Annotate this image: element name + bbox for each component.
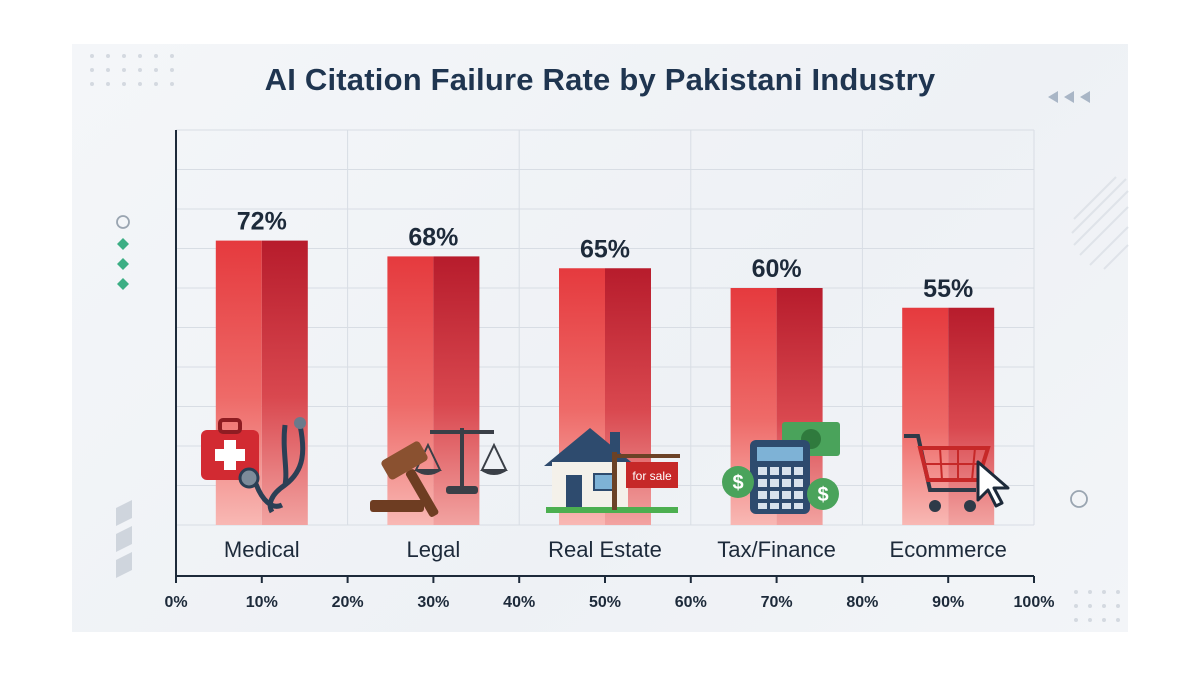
for-sale-sign: for sale — [632, 469, 672, 483]
chart-axes — [175, 130, 1035, 583]
bar-left-face — [902, 307, 949, 525]
bar — [387, 256, 480, 525]
category-label: Medical — [224, 537, 300, 562]
x-tick-label: 20% — [332, 594, 364, 611]
data-label: 65% — [580, 235, 630, 263]
x-tick-label: 90% — [932, 594, 964, 611]
industry-icons: for sale $ $ — [201, 417, 1010, 517]
bar — [215, 240, 308, 525]
chart-labels: 0% 10% 20% 30% 40% 50% 60% 70% 80% 90% 100% 72% Medi… — [164, 208, 1054, 611]
chevron-stripes — [116, 500, 132, 578]
dot-grid-bottom-right — [1074, 590, 1120, 622]
svg-text:$: $ — [817, 484, 828, 506]
data-label: 72% — [237, 208, 287, 236]
house-for-sale-icon: for sale — [544, 428, 680, 513]
x-tick-label: 30% — [417, 594, 449, 611]
calculator-money-icon: $ $ — [722, 422, 840, 514]
x-tick-label: 40% — [503, 594, 535, 611]
hatched-circle — [1071, 176, 1129, 270]
dot-grid-top-left — [90, 54, 174, 86]
decorations — [90, 54, 1129, 622]
category-label: Ecommerce — [890, 537, 1007, 562]
data-label: 55% — [923, 275, 973, 303]
medical-kit-icon — [201, 417, 306, 514]
x-tick-label: 50% — [589, 594, 621, 611]
category-label: Legal — [406, 537, 460, 562]
x-tick-label: 0% — [164, 594, 187, 611]
category-label: Real Estate — [548, 537, 662, 562]
data-label: 60% — [752, 255, 802, 283]
chart-title: AI Citation Failure Rate by Pakistani In… — [264, 62, 936, 97]
gavel-scales-icon — [370, 428, 508, 517]
data-label: 68% — [408, 223, 458, 251]
svg-text:$: $ — [732, 472, 743, 494]
x-tick-label: 60% — [675, 594, 707, 611]
x-tick-label: 70% — [761, 594, 793, 611]
bar-left-face — [387, 256, 434, 525]
x-tick-label: 80% — [846, 594, 878, 611]
arrow-triangles-icon — [1048, 91, 1090, 103]
category-label: Tax/Finance — [717, 537, 836, 562]
shopping-cart-icon — [904, 434, 1010, 512]
ring-right — [1070, 490, 1088, 508]
bar-right-face — [433, 256, 480, 525]
x-tick-label: 10% — [246, 594, 278, 611]
x-tick-label: 100% — [1014, 594, 1055, 611]
diamond-dots — [117, 238, 129, 290]
ring-left — [116, 215, 130, 229]
